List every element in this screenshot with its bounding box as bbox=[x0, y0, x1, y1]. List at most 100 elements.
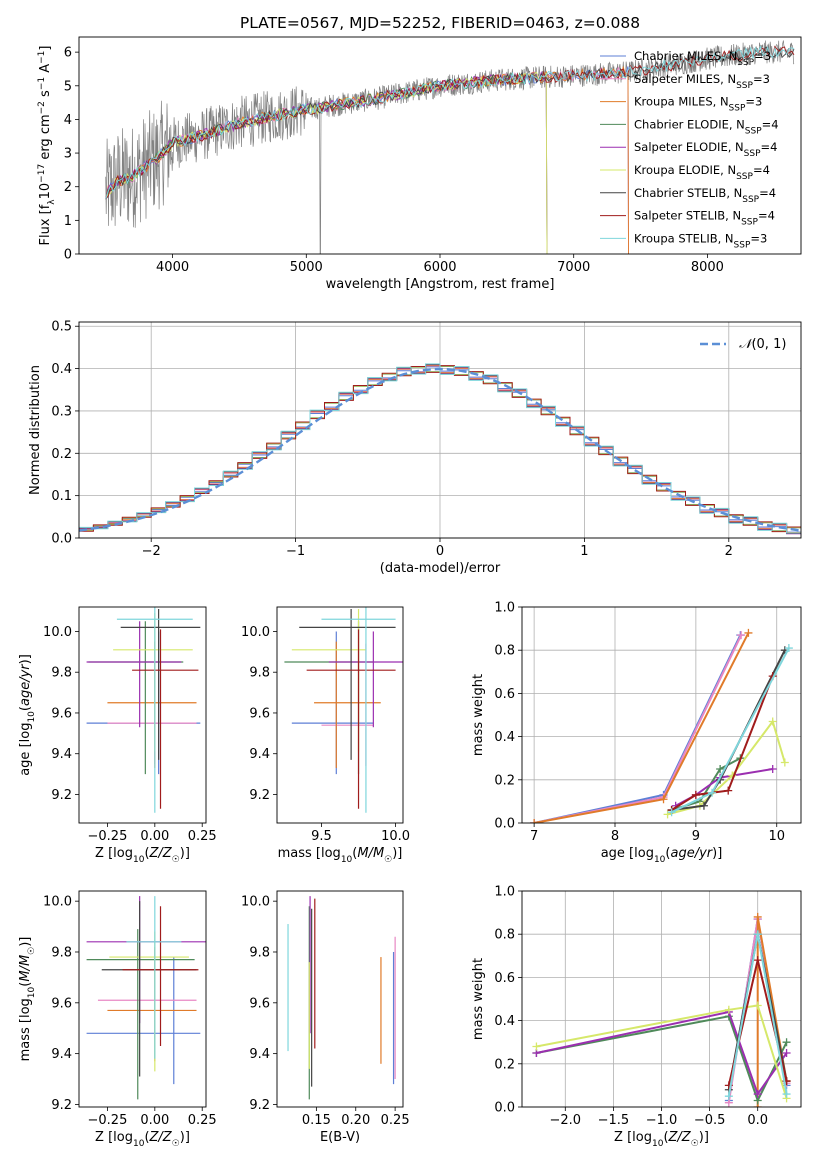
y-axis-label: mass [log10(M/M☉)] bbox=[18, 937, 37, 1062]
y-tick-label: 9.6 bbox=[249, 996, 270, 1011]
x-tick-label: −2 bbox=[142, 544, 161, 559]
model-spectrum-kroupa_stelib bbox=[105, 45, 795, 200]
plot-area bbox=[105, 40, 795, 254]
x-axis-label: (data-model)/error bbox=[380, 561, 501, 576]
x-tick-label: 9 bbox=[692, 829, 700, 844]
weight-marker-kroupa_elodie bbox=[768, 717, 777, 726]
weight-marker-kroupa_elodie bbox=[532, 1042, 541, 1051]
y-tick-label: 1.0 bbox=[494, 601, 515, 616]
y-tick-label: 9.8 bbox=[249, 945, 270, 960]
weight-marker-salpeter_elodie bbox=[782, 1049, 791, 1057]
y-tick-label: 0.4 bbox=[494, 730, 515, 745]
weight-marker-kroupa_stelib bbox=[784, 644, 793, 653]
y-tick-label: 9.6 bbox=[249, 706, 270, 721]
spectrum-legend: Chabrier MILES, NSSP=3 Salpeter MILES, NS… bbox=[600, 49, 779, 250]
x-tick-label: −1 bbox=[286, 544, 305, 559]
axes-ebv-mass: 0.15 0.20 0.25 9.2 9.4 9.6 9.8 10.0 E(B-V) bbox=[241, 890, 410, 1145]
y-tick-label: 9.8 bbox=[249, 666, 270, 681]
legend-label: Salpeter MILES, NSSP=3 bbox=[634, 72, 770, 91]
y-tick-label: 3 bbox=[64, 147, 72, 162]
legend-label: Chabrier MILES, NSSP=3 bbox=[634, 49, 771, 68]
y-tick-label: 0.1 bbox=[51, 489, 72, 504]
x-tick-label: 8000 bbox=[691, 260, 724, 275]
weight-line-salpeter_elodie bbox=[536, 1010, 788, 1097]
x-tick-label: 1 bbox=[580, 544, 588, 559]
axes-frame bbox=[521, 606, 802, 824]
weight-marker-kroupa_stelib bbox=[782, 1090, 791, 1099]
x-tick-label: −1.5 bbox=[598, 1113, 630, 1128]
weight-marker-salpeter_elodie bbox=[768, 765, 777, 773]
y-axis-label: Flux [fλ10−17 erg cm−2 s−1 A−1] bbox=[37, 46, 57, 246]
axes-frame bbox=[276, 606, 404, 824]
plot-area bbox=[284, 607, 403, 813]
x-tick-label: 0.00 bbox=[140, 829, 169, 844]
y-tick-label: 0.6 bbox=[494, 687, 515, 702]
x-axis-label: Z [log10(Z/Z☉)] bbox=[95, 846, 190, 865]
x-tick-label: 8 bbox=[611, 829, 619, 844]
axis-decor: 0.15 0.20 0.25 9.2 9.4 9.6 9.8 10.0 E(B-V) bbox=[241, 890, 410, 1145]
y-tick-label: 9.6 bbox=[51, 996, 72, 1011]
legend-label: Kroupa ELODIE, NSSP=4 bbox=[634, 163, 770, 182]
axis-decor: −0.25 0.00 0.25 9.2 9.4 9.6 9.8 10.0 Z [log10(Z/… bbox=[18, 606, 217, 865]
y-tick-label: 10.0 bbox=[43, 895, 72, 910]
axes-spectrum: 4000 5000 6000 7000 8000 0 1 2 3 4 5 6 PLATE=0567, M… bbox=[37, 14, 802, 292]
axis-decor: 4000 5000 6000 7000 8000 0 1 2 3 4 5 6 PLATE=0567, M… bbox=[37, 14, 802, 292]
y-tick-label: 9.6 bbox=[51, 706, 72, 721]
y-tick-label: 0.2 bbox=[494, 773, 515, 788]
model-spectrum-kroupa_elodie bbox=[105, 71, 548, 254]
x-tick-label: 0 bbox=[436, 544, 444, 559]
axis-decor: −2 −1 0 1 2 0.0 0.1 0.2 0.3 0.4 0.5 (data-model)/er… bbox=[28, 320, 802, 576]
y-tick-label: 1.0 bbox=[494, 885, 515, 900]
x-tick-label: 9.5 bbox=[311, 829, 332, 844]
x-axis-label: Z [log10(Z/Z☉)] bbox=[614, 1130, 709, 1149]
y-tick-label: 0.4 bbox=[494, 1014, 515, 1029]
axis-decor: −0.25 0.00 0.25 9.2 9.4 9.6 9.8 10.0 Z [log10(Z/… bbox=[18, 890, 217, 1149]
plot-area bbox=[86, 607, 201, 813]
weight-line-chabrier_elodie bbox=[536, 1015, 788, 1104]
x-tick-label: −0.25 bbox=[88, 829, 128, 844]
weight-marker-kroupa_miles bbox=[744, 628, 753, 637]
y-tick-label: 10.0 bbox=[43, 625, 72, 640]
weight-marker-salpeter_stelib bbox=[753, 956, 762, 965]
legend-label: Salpeter STELIB, NSSP=4 bbox=[634, 209, 775, 228]
weight-marker-chabrier_stelib bbox=[699, 801, 708, 810]
x-tick-label: 10 bbox=[768, 829, 785, 844]
x-tick-label: 6000 bbox=[423, 260, 456, 275]
weight-marker-chabrier_elodie bbox=[782, 1038, 791, 1047]
y-axis-label: age [log10(age/yr)] bbox=[18, 654, 37, 776]
model-spectrum-salpeter_miles bbox=[105, 66, 629, 254]
y-tick-label: 0.2 bbox=[494, 1057, 515, 1072]
axis-decor: −2.0 −1.5 −1.0 −0.5 0.0 0.0 0.2 0.4 0.6 0.8 1.0 Z [… bbox=[471, 885, 802, 1149]
weight-marker-salpeter_stelib bbox=[724, 786, 733, 795]
weight-marker-kroupa_miles bbox=[530, 819, 539, 823]
y-tick-label: 9.2 bbox=[249, 1098, 270, 1113]
y-tick-label: 0.8 bbox=[494, 928, 515, 943]
y-tick-label: 6 bbox=[64, 46, 72, 61]
weight-marker-kroupa_elodie bbox=[753, 1001, 762, 1010]
x-tick-label: −1.0 bbox=[646, 1113, 678, 1128]
axes-z-age: −0.25 0.00 0.25 9.2 9.4 9.6 9.8 10.0 Z [log10(Z/… bbox=[18, 606, 217, 865]
weight-marker-chabrier_elodie bbox=[716, 765, 725, 773]
x-tick-label: 4000 bbox=[156, 260, 189, 275]
y-tick-label: 5 bbox=[64, 79, 72, 94]
axes-age-weight: 7 8 9 10 0.0 0.2 0.4 0.6 0.8 1.0 age [log10(age/yr… bbox=[471, 601, 802, 865]
x-tick-label: 7000 bbox=[557, 260, 590, 275]
axes-frame bbox=[78, 606, 207, 824]
weight-marker-kroupa_miles bbox=[659, 795, 668, 804]
x-tick-label: −0.5 bbox=[694, 1113, 726, 1128]
x-tick-label: 7 bbox=[530, 829, 538, 844]
x-tick-label: −2.0 bbox=[550, 1113, 582, 1128]
legend-label: Chabrier ELODIE, NSSP=4 bbox=[634, 117, 779, 136]
x-axis-label: Z [log10(Z/Z☉)] bbox=[95, 1130, 190, 1149]
x-axis-label: age [log10(age/yr)] bbox=[601, 846, 723, 865]
normal-legend-label: 𝒩(0, 1) bbox=[739, 337, 786, 352]
x-tick-label: 0.25 bbox=[188, 1113, 217, 1128]
y-tick-label: 9.4 bbox=[51, 1047, 72, 1062]
weight-marker-kroupa_stelib bbox=[753, 930, 762, 939]
legend-label: Salpeter ELODIE, NSSP=4 bbox=[634, 140, 777, 159]
plot-area bbox=[530, 628, 793, 823]
x-tick-label: −0.25 bbox=[88, 1113, 128, 1128]
y-tick-label: 9.4 bbox=[249, 1047, 270, 1062]
y-tick-label: 10.0 bbox=[241, 895, 270, 910]
